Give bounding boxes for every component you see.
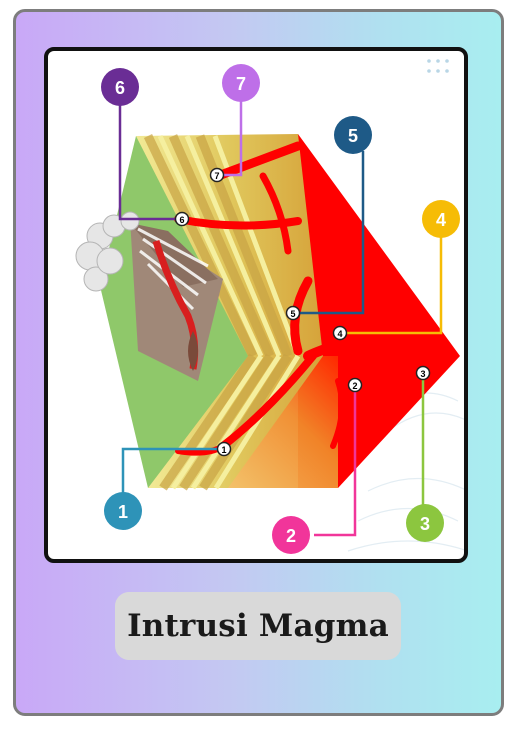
volcano xyxy=(130,219,223,381)
svg-text:2: 2 xyxy=(286,526,296,546)
svg-text:1: 1 xyxy=(118,502,128,522)
point-marker-6 xyxy=(174,211,190,227)
svg-text:3: 3 xyxy=(420,369,425,379)
background-dots xyxy=(427,59,449,73)
svg-text:7: 7 xyxy=(214,171,219,181)
point-markers: 1 2 3 4 5 6 7 xyxy=(174,167,431,457)
svg-text:1: 1 xyxy=(221,445,226,455)
magma-intrusion-diagram: 1 2 3 4 5 6 7 1 2 3 4 5 xyxy=(75,59,464,554)
callout-badge-6 xyxy=(101,68,139,106)
callout-badge-5 xyxy=(334,116,372,154)
callout-badge-2 xyxy=(272,516,310,554)
point-marker-2 xyxy=(347,377,363,393)
magma-chamber xyxy=(298,134,460,488)
callout-badges: 1 2 3 4 5 6 7 xyxy=(101,64,460,554)
point-marker-7 xyxy=(209,167,225,183)
svg-text:6: 6 xyxy=(115,78,125,98)
point-marker-4 xyxy=(332,325,348,341)
smoke-cloud xyxy=(75,211,140,292)
card-title: Intrusi Magma xyxy=(127,608,389,644)
callout-badge-4 xyxy=(422,200,460,238)
callout-badge-3 xyxy=(406,504,444,542)
svg-text:7: 7 xyxy=(236,74,246,94)
diagram-frame: 1 2 3 4 5 6 7 1 2 3 4 5 xyxy=(44,47,468,563)
point-marker-3 xyxy=(415,365,431,381)
point-marker-1 xyxy=(216,441,232,457)
svg-text:5: 5 xyxy=(348,126,358,146)
callout-badge-1 xyxy=(104,492,142,530)
callout-badge-7 xyxy=(222,64,260,102)
svg-text:4: 4 xyxy=(337,329,342,339)
svg-text:3: 3 xyxy=(420,514,430,534)
svg-text:5: 5 xyxy=(290,309,295,319)
point-marker-5 xyxy=(285,305,301,321)
svg-text:6: 6 xyxy=(179,215,184,225)
magma-intrusions xyxy=(174,141,361,456)
svg-text:4: 4 xyxy=(436,210,446,230)
leader-lines xyxy=(118,98,443,537)
title-box: Intrusi Magma xyxy=(115,592,401,660)
svg-text:2: 2 xyxy=(352,381,357,391)
